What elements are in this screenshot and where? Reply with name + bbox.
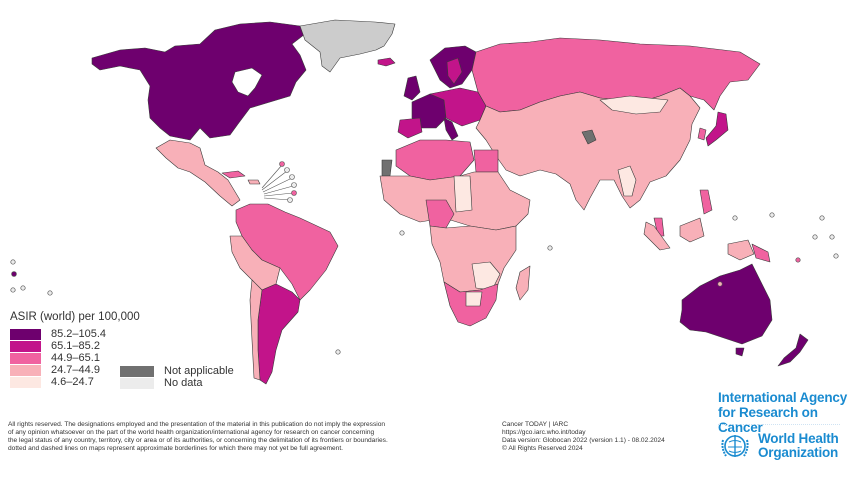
who-emblem-icon	[721, 435, 749, 457]
disclaimer-line: of any opinion whatsoever on the part of…	[8, 429, 375, 436]
region-botswana	[465, 291, 483, 307]
disclaimer-text: All rights reserved. The designations em…	[8, 421, 478, 453]
region-myanmar	[617, 165, 637, 197]
region-indonesia	[643, 221, 671, 251]
legend-row-4: 24.7–44.9	[10, 364, 140, 376]
region-north-africa	[395, 139, 475, 181]
region-caribbean	[221, 170, 246, 179]
legend-swatch	[10, 328, 41, 340]
region-italy	[443, 117, 459, 141]
region-papua	[727, 239, 755, 261]
region-iceland	[377, 57, 396, 67]
disclaimer-line: the legal status of any country, territo…	[8, 437, 388, 444]
source-line: Cancer TODAY | IARC	[502, 421, 569, 428]
legend-label: 44.9–65.1	[51, 352, 100, 364]
iarc-line: for Research on Cancer	[718, 405, 818, 435]
iarc-line: International Agency	[718, 390, 848, 405]
region-png	[751, 243, 771, 263]
region-sweden	[446, 57, 463, 85]
region-philippines	[699, 189, 713, 215]
legend-title: ASIR (world) per 100,000	[10, 311, 140, 323]
legend-swatch	[10, 352, 41, 364]
region-mongolia	[599, 95, 669, 115]
region-zambia	[471, 261, 501, 291]
legend-label: 65.1–85.2	[51, 340, 100, 352]
legend-swatch	[10, 340, 41, 352]
disclaimer-line: All rights reserved. The designations em…	[8, 421, 386, 428]
region-egypt	[473, 149, 499, 173]
legend-swatch	[10, 364, 41, 376]
region-central-africa	[429, 225, 517, 293]
region-kashmir	[581, 129, 597, 145]
legend-row-no-data: No data	[120, 377, 244, 389]
region-new-zealand	[777, 333, 809, 367]
legend-row-2: 65.1–85.2	[10, 340, 140, 352]
who-line: Organization	[758, 445, 839, 460]
iarc-logo: International Agency for Research on Can…	[718, 390, 850, 435]
region-australia	[679, 263, 773, 345]
region-japan	[705, 111, 729, 147]
legend-swatch	[120, 377, 154, 389]
source-info: Cancer TODAY | IARC https://gco.iarc.who…	[502, 421, 665, 453]
source-line: © All Rights Reserved 2024	[502, 445, 583, 452]
region-mexico	[155, 139, 241, 207]
legend-row-1: 85.2–105.4	[10, 328, 140, 340]
legend-row-not-applicable: Not applicable	[120, 365, 244, 377]
legend-row-5: 4.6–24.7	[10, 376, 140, 388]
logo-divider	[718, 424, 840, 425]
legend-row-3: 44.9–65.1	[10, 352, 140, 364]
who-logo: World Health Organization	[718, 430, 839, 462]
island-markers	[10, 212, 839, 355]
who-name: World Health Organization	[758, 432, 839, 460]
world-choropleth-map	[10, 19, 839, 385]
hudson-bay	[231, 67, 263, 97]
region-nigeria	[425, 199, 455, 229]
map-legend: ASIR (world) per 100,000 85.2–105.4 65.1…	[10, 311, 234, 389]
legend-label: 24.7–44.9	[51, 364, 100, 376]
region-caribbean-2	[247, 179, 261, 185]
region-chad	[453, 175, 473, 213]
caribbean-callouts	[261, 161, 297, 203]
legend-swatch	[10, 376, 41, 388]
region-borneo	[679, 217, 705, 243]
who-line: World Health	[758, 431, 839, 446]
region-greenland	[299, 19, 396, 73]
region-iberia	[397, 117, 423, 139]
region-tasmania	[735, 347, 745, 357]
legend-label: 85.2–105.4	[51, 328, 107, 340]
region-western-sahara	[381, 159, 393, 177]
region-asia	[475, 87, 701, 211]
legend-label: Not applicable	[164, 365, 234, 377]
disclaimer-line: dotted and dashed lines on maps represen…	[8, 445, 344, 452]
source-url: https://gco.iarc.who.int/today	[502, 429, 586, 436]
region-chile	[249, 279, 263, 381]
region-north-america	[91, 21, 307, 141]
legend-label: No data	[164, 377, 203, 389]
legend-label: 4.6–24.7	[51, 376, 94, 388]
region-sahel	[379, 171, 531, 231]
region-madagascar	[515, 265, 531, 301]
legend-swatch	[120, 365, 154, 377]
region-argentina	[257, 283, 301, 385]
source-line: Data version: Globocan 2022 (version 1.1…	[502, 437, 665, 444]
legend-extra: Not applicable No data	[120, 365, 244, 389]
region-korea	[697, 127, 707, 141]
region-uk	[403, 75, 421, 101]
